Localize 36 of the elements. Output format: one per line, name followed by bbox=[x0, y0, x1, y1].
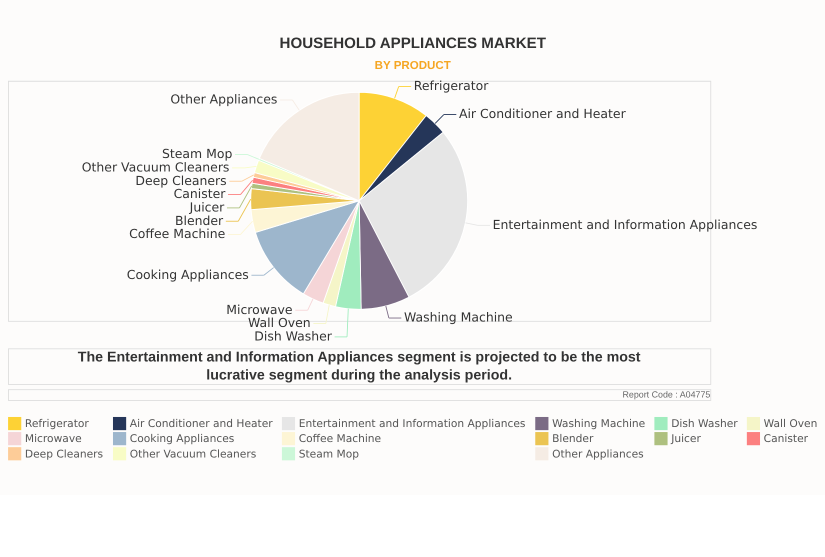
category-label: Other Vacuum Cleaners bbox=[82, 159, 230, 174]
legend-label: Canister bbox=[764, 432, 809, 446]
legend-label: Dish Washer bbox=[671, 417, 738, 430]
legend-label: Juicer bbox=[670, 432, 702, 446]
text: The Entertainment and Information Appliances segment is projected to be the most lucrative segment during the analysis period. bbox=[78, 350, 641, 384]
slice-label: Microwave bbox=[226, 302, 293, 317]
category-label: Deep Cleaners bbox=[135, 172, 227, 188]
legend-label: Blender bbox=[552, 432, 594, 446]
category-label: Canister bbox=[174, 186, 226, 202]
legend-label: Refrigerator bbox=[414, 78, 490, 94]
category-label: Air Conditioner and Heater bbox=[130, 417, 273, 430]
legend-label: Wall Oven bbox=[764, 417, 818, 430]
chart-title: HOUSEHOLD APPLIANCES MARKET bbox=[280, 34, 547, 52]
legend-label: Cooking Appliances bbox=[130, 432, 235, 446]
legend-label: Other Appliances bbox=[552, 447, 644, 460]
category-label: Blender bbox=[174, 212, 224, 228]
slice-label: Dish Washer bbox=[254, 328, 333, 344]
legend-label: Other Vacuum Cleaners bbox=[130, 447, 257, 460]
category-label: Refrigerator bbox=[24, 417, 89, 430]
category-label: Washing Machine bbox=[552, 417, 646, 430]
category-label: Wall Oven bbox=[248, 315, 311, 330]
legend-label: Air Conditioner and Heater bbox=[458, 106, 627, 122]
legend-label: Steam Mop bbox=[298, 447, 360, 460]
legend-label: Coffee Machine bbox=[298, 432, 382, 446]
chart-subtitle: BY PRODUCT bbox=[374, 60, 451, 72]
category-label: Juicer bbox=[190, 199, 224, 214]
legend-label: Deep Cleaners bbox=[24, 447, 104, 460]
slice-label: Other Appliances bbox=[170, 92, 278, 107]
legend-label: Entertainment and Information Appliances bbox=[492, 216, 758, 232]
slice-label: Steam Mop bbox=[162, 146, 232, 162]
slice-label: Coffee Machine bbox=[129, 226, 226, 242]
slice-label: Cooking Appliances bbox=[126, 266, 249, 282]
legend-label: Microwave bbox=[24, 432, 82, 446]
legend-label: Washing Machine bbox=[404, 310, 513, 325]
text: Report Code : A04775 bbox=[622, 389, 710, 400]
category-label: Entertainment and Information Appliances bbox=[298, 417, 526, 430]
